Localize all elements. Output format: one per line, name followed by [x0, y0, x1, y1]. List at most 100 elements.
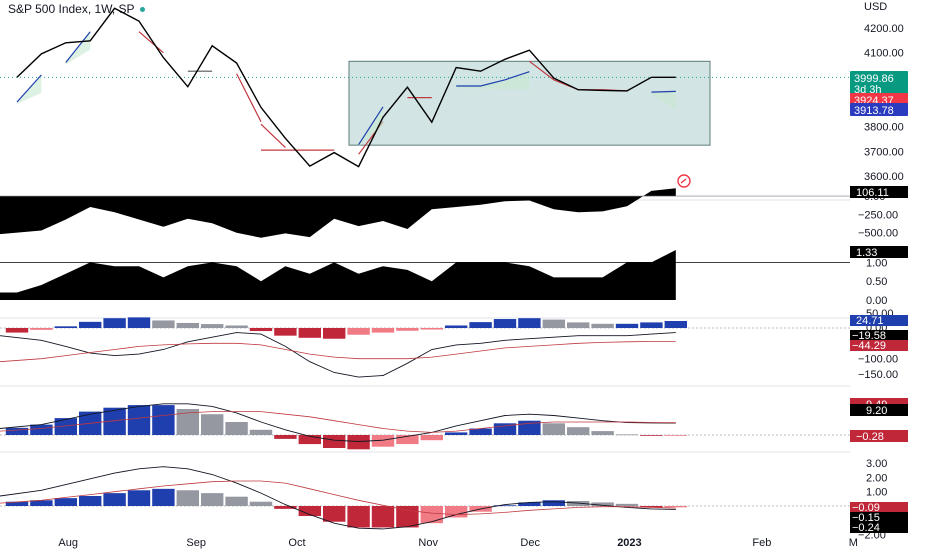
osc4-hist-bar [469, 428, 492, 435]
osc3-hist-bar [445, 325, 468, 328]
osc5-hist-bar [371, 506, 395, 528]
osc1-tick-label: −250.00 [858, 209, 898, 221]
osc2-tick-label: 0.50 [866, 276, 887, 288]
osc3-label3-bg [850, 340, 908, 351]
price-line [16, 7, 676, 168]
osc2-tick-label: 0.00 [866, 295, 887, 307]
osc5-hist-bar [298, 506, 321, 517]
osc3-hist-bar [567, 322, 590, 328]
osc1-tick-label: −500.00 [858, 228, 898, 240]
osc4-hist-bar [542, 423, 565, 435]
time-axis-label: Aug [58, 537, 78, 549]
signal-fill [651, 91, 676, 110]
osc5-tick-label: 2.00 [866, 472, 887, 484]
osc5-hist-bar [274, 506, 297, 509]
osc5-hist-bar [493, 505, 517, 507]
osc1-last-bg [850, 186, 908, 198]
osc3-hist-bar [493, 319, 517, 328]
osc4-label3-bg [850, 430, 908, 442]
price-label-blue: 3913.78 [854, 105, 894, 117]
osc5-hist-bar [664, 506, 687, 508]
osc4-hist-bar [640, 435, 663, 436]
osc4-hist-bar [396, 435, 419, 445]
alert-icon-mark [680, 178, 687, 184]
osc4-hist-bar [5, 427, 29, 435]
time-axis-label: Feb [752, 537, 771, 549]
osc5-hist-bar [542, 500, 565, 506]
osc4-hist-bar [274, 435, 297, 439]
osc5-hist-bar [103, 493, 126, 506]
osc5-hist-bar [323, 506, 346, 522]
osc3-hist-bar [201, 324, 224, 328]
price-tick-label: 3800.00 [864, 122, 904, 134]
price-label-blue-bg [850, 103, 908, 116]
osc3-hist-bar [298, 328, 321, 338]
price-tick-label: 3700.00 [864, 146, 904, 158]
osc3-hist-bar [274, 328, 297, 336]
osc5-hist-bar [518, 502, 541, 506]
osc5-hist-bar [640, 506, 663, 508]
signal-fill [456, 71, 530, 90]
osc5-hist-bar [420, 506, 443, 524]
signal-segment [456, 71, 530, 87]
osc4-hist-bar [176, 409, 199, 435]
osc5-label1-bg [850, 502, 908, 513]
osc4-hist-bar [420, 435, 443, 441]
osc4-hist-bar [152, 405, 175, 435]
osc4-hist-bar [347, 435, 370, 450]
osc1-last-label: 106.11 [856, 187, 889, 199]
osc5-hist-bar [79, 495, 102, 506]
price-tick-label: 4200.00 [864, 23, 904, 35]
osc5-line-main [0, 466, 676, 530]
signal-segment [651, 90, 676, 93]
osc5-hist-bar [591, 502, 614, 506]
osc3-label2-bg [850, 330, 908, 341]
osc3-hist-bar [615, 323, 639, 328]
axis-unit: USD [864, 1, 887, 13]
osc5-hist-bar [30, 500, 53, 506]
osc3-hist-bar [640, 322, 663, 328]
osc4-hist-bar [445, 432, 468, 435]
osc4-hist-bar [615, 434, 639, 436]
signal-segment [260, 123, 286, 149]
osc3-hist-bar [176, 322, 199, 328]
price-tick-label: 4100.00 [864, 48, 904, 60]
osc3-hist-bar [30, 328, 53, 330]
osc5-hist-bar [127, 490, 151, 506]
osc2-last-bg [850, 246, 908, 258]
osc3-hist-bar [664, 321, 687, 328]
osc3-hist-bar [152, 320, 175, 328]
osc4-hist-bar [664, 435, 687, 436]
chart-title: S&P 500 Index, 1W, SP [8, 2, 145, 16]
osc5-hist-bar [5, 501, 29, 506]
osc5-hist-bar [54, 498, 77, 506]
signal-segment [16, 74, 42, 103]
osc4-hist-bar [323, 435, 346, 448]
osc5-hist-bar [152, 488, 175, 506]
time-axis-label: M [849, 537, 858, 549]
osc3-hist-bar [323, 328, 346, 339]
osc5-label2-bg [850, 512, 908, 523]
osc2-area [0, 250, 676, 300]
osc5-label1: −0.09 [852, 502, 880, 514]
symbol-label: S&P 500 Index, 1W, SP [8, 2, 135, 16]
time-axis-label: 2023 [617, 537, 641, 549]
osc3-label3: −44.29 [852, 340, 886, 352]
osc3-hist-bar [5, 328, 29, 333]
osc5-hist-bar [445, 506, 468, 518]
osc2-tick-label: 1.00 [866, 257, 887, 269]
osc3-hist-bar [420, 328, 443, 330]
osc5-hist-bar [176, 490, 199, 506]
osc3-hist-bar [542, 319, 565, 328]
osc4-hist-bar [298, 435, 321, 445]
osc3-hist-bar [469, 322, 492, 328]
osc4-line-signal [0, 411, 676, 433]
osc3-label2: −19.58 [852, 330, 886, 342]
signal-segment [236, 73, 262, 122]
osc4-hist-bar [103, 407, 126, 435]
osc3-hist-bar [591, 323, 614, 328]
osc1-area [0, 188, 676, 238]
time-axis-label: Dec [520, 537, 540, 549]
osc3-hist-bar [371, 328, 395, 333]
